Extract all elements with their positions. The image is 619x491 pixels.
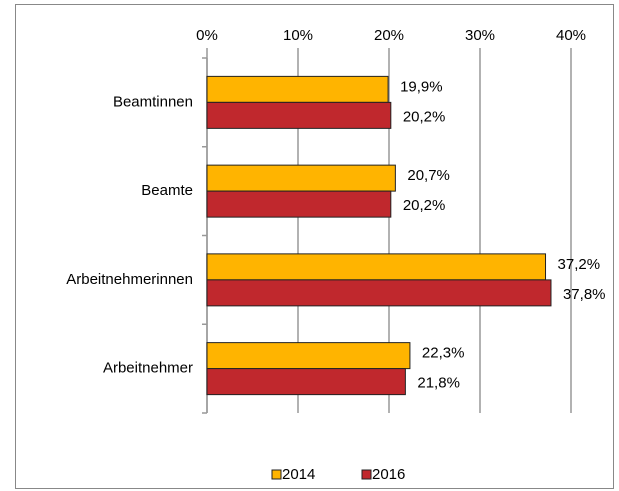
- value-label: 20,7%: [407, 167, 450, 184]
- bar: [206, 101, 392, 129]
- value-label: 20,2%: [403, 108, 446, 125]
- y-tick-label: Arbeitnehmerinnen: [66, 271, 193, 288]
- value-label: 22,3%: [422, 345, 465, 362]
- value-label: 21,8%: [417, 375, 460, 392]
- y-tick-label: Beamte: [141, 182, 193, 199]
- bar: [206, 279, 552, 307]
- x-tick-label: 20%: [374, 27, 404, 44]
- y-tick-label: Beamtinnen: [113, 93, 193, 110]
- value-label: 37,8%: [563, 286, 606, 303]
- bar: [206, 75, 389, 103]
- bar: [206, 190, 392, 218]
- legend-label: 2014: [282, 466, 315, 483]
- x-tick-label: 40%: [556, 27, 586, 44]
- y-tick-label: Arbeitnehmer: [103, 360, 193, 377]
- x-tick-label: 30%: [465, 27, 495, 44]
- value-label: 37,2%: [558, 256, 601, 273]
- x-tick-label: 0%: [196, 27, 218, 44]
- bar: [206, 368, 406, 396]
- bar: [206, 342, 411, 370]
- value-label: 19,9%: [400, 78, 443, 95]
- legend-label: 2016: [372, 466, 405, 483]
- value-label: 20,2%: [403, 197, 446, 214]
- bar: [206, 253, 547, 281]
- legend-swatch: [271, 469, 282, 480]
- x-tick-label: 10%: [283, 27, 313, 44]
- bar: [206, 164, 396, 192]
- legend-swatch: [361, 469, 372, 480]
